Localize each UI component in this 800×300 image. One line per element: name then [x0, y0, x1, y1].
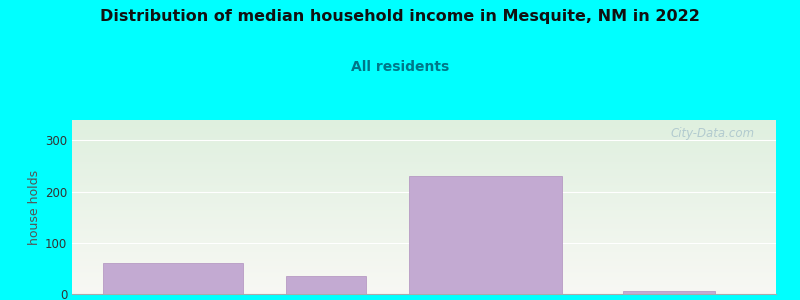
Text: Distribution of median household income in Mesquite, NM in 2022: Distribution of median household income …: [100, 9, 700, 24]
Bar: [409, 176, 562, 294]
Y-axis label: house holds: house holds: [28, 169, 41, 244]
Bar: [286, 276, 366, 294]
Bar: [102, 263, 243, 294]
Text: City-Data.com: City-Data.com: [670, 127, 755, 140]
Text: All residents: All residents: [351, 60, 449, 74]
Bar: [623, 291, 714, 294]
